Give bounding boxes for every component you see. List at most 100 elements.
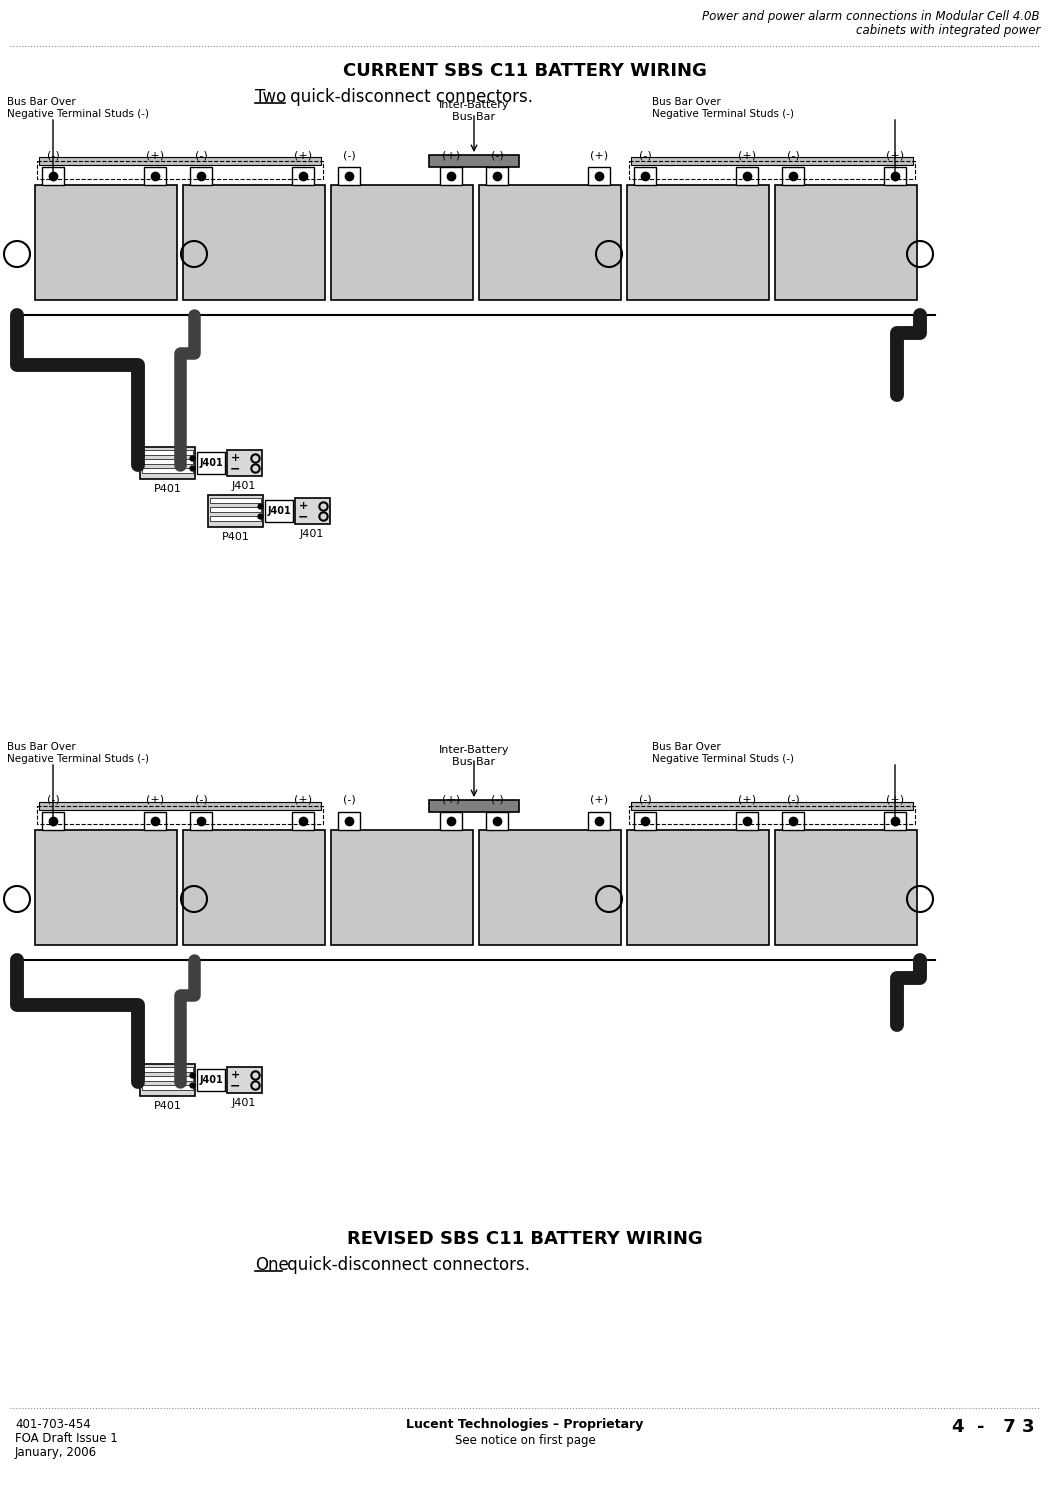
Text: (-): (-): [342, 795, 355, 806]
Bar: [37, 806, 323, 824]
Text: P401: P401: [222, 532, 250, 542]
Text: (-): (-): [194, 150, 208, 160]
Bar: [782, 812, 804, 830]
Text: +: +: [230, 453, 239, 464]
Text: Two: Two: [255, 88, 287, 106]
Text: Lucent Technologies – Proprietary: Lucent Technologies – Proprietary: [406, 1418, 644, 1431]
Text: (-): (-): [46, 795, 60, 806]
Bar: [142, 1084, 193, 1090]
Bar: [627, 830, 769, 945]
Bar: [440, 166, 462, 184]
Bar: [183, 830, 326, 945]
Text: (-): (-): [490, 150, 503, 160]
Bar: [338, 812, 360, 830]
Bar: [631, 158, 914, 165]
Text: (-): (-): [194, 795, 208, 806]
Text: (+): (+): [146, 150, 164, 160]
Bar: [210, 507, 261, 512]
Bar: [884, 166, 906, 184]
Text: (+): (+): [738, 150, 756, 160]
Text: REVISED SBS C11 BATTERY WIRING: REVISED SBS C11 BATTERY WIRING: [348, 1230, 702, 1248]
Bar: [736, 166, 758, 184]
Bar: [479, 184, 621, 300]
Bar: [144, 166, 166, 184]
Bar: [292, 166, 314, 184]
Bar: [631, 802, 914, 810]
Bar: [331, 184, 472, 300]
Bar: [884, 812, 906, 830]
Text: 401-703-454: 401-703-454: [15, 1418, 90, 1431]
Text: Negative Terminal Studs (-): Negative Terminal Studs (-): [652, 110, 794, 118]
Bar: [142, 459, 193, 464]
Bar: [210, 516, 261, 520]
Text: Bus Bar: Bus Bar: [453, 112, 496, 122]
Bar: [183, 184, 326, 300]
Bar: [775, 830, 917, 945]
Text: (-): (-): [490, 795, 503, 806]
Bar: [39, 158, 321, 165]
Text: +: +: [230, 1070, 239, 1080]
Bar: [35, 830, 177, 945]
Bar: [295, 498, 330, 523]
Text: −: −: [230, 1080, 240, 1092]
Bar: [37, 160, 323, 178]
Bar: [197, 452, 225, 474]
Text: Negative Terminal Studs (-): Negative Terminal Studs (-): [652, 754, 794, 764]
Bar: [634, 166, 656, 184]
Bar: [588, 812, 610, 830]
Text: (-): (-): [638, 795, 651, 806]
Text: quick-disconnect connectors.: quick-disconnect connectors.: [282, 1256, 530, 1274]
Text: (+): (+): [442, 795, 460, 806]
Text: (+): (+): [294, 150, 312, 160]
Text: (+): (+): [886, 150, 904, 160]
Text: 4  -   7 3: 4 - 7 3: [952, 1418, 1035, 1436]
Text: (+): (+): [146, 795, 164, 806]
Bar: [629, 806, 915, 824]
Bar: [265, 500, 293, 522]
Bar: [144, 812, 166, 830]
Text: Power and power alarm connections in Modular Cell 4.0B: Power and power alarm connections in Mod…: [702, 10, 1040, 22]
Text: Bus Bar Over: Bus Bar Over: [7, 742, 76, 752]
Text: CURRENT SBS C11 BATTERY WIRING: CURRENT SBS C11 BATTERY WIRING: [343, 62, 707, 80]
Bar: [331, 830, 472, 945]
Text: See notice on first page: See notice on first page: [455, 1434, 595, 1448]
Text: January, 2006: January, 2006: [15, 1446, 97, 1460]
Bar: [197, 1070, 225, 1090]
Bar: [39, 802, 321, 810]
Text: One: One: [255, 1256, 289, 1274]
Text: (+): (+): [442, 150, 460, 160]
Bar: [292, 812, 314, 830]
Bar: [142, 450, 193, 454]
Bar: [210, 498, 261, 502]
Bar: [775, 184, 917, 300]
Bar: [588, 166, 610, 184]
Text: +: +: [298, 501, 308, 512]
Text: (-): (-): [638, 150, 651, 160]
Text: Bus Bar Over: Bus Bar Over: [7, 98, 76, 106]
Bar: [227, 450, 262, 476]
Bar: [486, 812, 508, 830]
Bar: [142, 468, 193, 472]
Text: Negative Terminal Studs (-): Negative Terminal Studs (-): [7, 110, 149, 118]
Bar: [736, 812, 758, 830]
Bar: [440, 812, 462, 830]
Bar: [486, 166, 508, 184]
Text: J401: J401: [300, 530, 324, 538]
Text: −: −: [230, 462, 240, 476]
Bar: [35, 184, 177, 300]
Bar: [208, 495, 262, 526]
Text: Bus Bar Over: Bus Bar Over: [652, 98, 720, 106]
Text: (+): (+): [294, 795, 312, 806]
Bar: [227, 1066, 262, 1094]
Text: Bus Bar Over: Bus Bar Over: [652, 742, 720, 752]
Text: Inter-Battery: Inter-Battery: [439, 746, 509, 754]
Bar: [782, 166, 804, 184]
Bar: [190, 166, 212, 184]
Text: (+): (+): [590, 150, 608, 160]
Text: P401: P401: [154, 1101, 182, 1112]
Text: (-): (-): [46, 150, 60, 160]
Text: cabinets with integrated power: cabinets with integrated power: [856, 24, 1040, 38]
Bar: [140, 447, 195, 478]
Bar: [634, 812, 656, 830]
Bar: [190, 812, 212, 830]
